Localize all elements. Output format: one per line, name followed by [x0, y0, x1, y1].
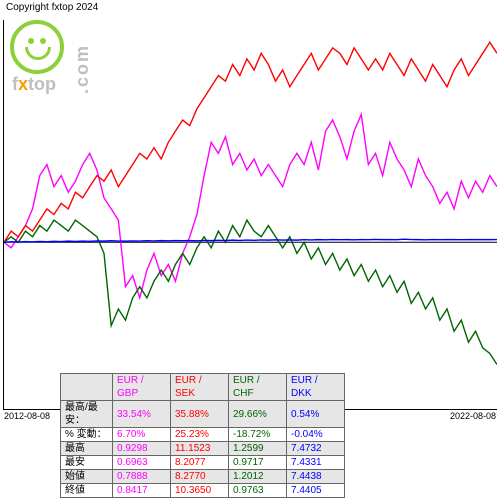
table-cell: 7.4331: [287, 456, 345, 470]
x-axis-end-label: 2022-08-08: [450, 411, 496, 421]
row-label: % 変動：: [61, 428, 113, 442]
table-cell: 7.4438: [287, 470, 345, 484]
table-header: EUR / GBP: [113, 374, 171, 401]
row-label: 最高/最安：: [61, 401, 113, 428]
table-cell: 6.70%: [113, 428, 171, 442]
row-label: 最安: [61, 456, 113, 470]
series-line: [4, 42, 497, 242]
table-cell: 11.1523: [171, 442, 229, 456]
table-cell: 0.9298: [113, 442, 171, 456]
table-cell: 29.66%: [229, 401, 287, 428]
table-cell: 0.9717: [229, 456, 287, 470]
table-row: 最高/最安：33.54%35.88%29.66%0.54%: [61, 401, 345, 428]
table-header: EUR / SEK: [171, 374, 229, 401]
table-row: 最高0.929811.15231.25997.4732: [61, 442, 345, 456]
currency-chart: [3, 20, 497, 410]
table-corner-cell: [61, 374, 113, 401]
table-cell: 0.54%: [287, 401, 345, 428]
table-header: EUR / CHF: [229, 374, 287, 401]
table-cell: -18.72%: [229, 428, 287, 442]
table-cell: 1.2599: [229, 442, 287, 456]
table-cell: 0.8417: [113, 484, 171, 498]
x-axis-start-label: 2012-08-08: [4, 411, 50, 421]
table-header: EUR / DKK: [287, 374, 345, 401]
table-row: % 変動：6.70%25.23%-18.72%-0.04%: [61, 428, 345, 442]
table-cell: 0.6963: [113, 456, 171, 470]
table-header-row: EUR / GBP EUR / SEK EUR / CHF EUR / DKK: [61, 374, 345, 401]
table-cell: 35.88%: [171, 401, 229, 428]
row-label: 最高: [61, 442, 113, 456]
table-cell: 0.9763: [229, 484, 287, 498]
row-label: 終値: [61, 484, 113, 498]
table-cell: 1.2012: [229, 470, 287, 484]
table-cell: 7.4405: [287, 484, 345, 498]
series-line: [4, 114, 497, 297]
table-cell: 25.23%: [171, 428, 229, 442]
table-row: 最安0.69638.20770.97177.4331: [61, 456, 345, 470]
copyright-text: Copyright fxtop 2024: [6, 2, 98, 13]
table-cell: 8.2077: [171, 456, 229, 470]
stats-table: EUR / GBP EUR / SEK EUR / CHF EUR / DKK …: [60, 373, 345, 498]
table-row: 終値0.841710.36500.97637.4405: [61, 484, 345, 498]
row-label: 始値: [61, 470, 113, 484]
table-cell: 7.4732: [287, 442, 345, 456]
table-cell: 33.54%: [113, 401, 171, 428]
table-cell: 10.3650: [171, 484, 229, 498]
table-cell: 8.2770: [171, 470, 229, 484]
table-row: 始値0.78888.27701.20127.4438: [61, 470, 345, 484]
table-cell: -0.04%: [287, 428, 345, 442]
table-cell: 0.7888: [113, 470, 171, 484]
